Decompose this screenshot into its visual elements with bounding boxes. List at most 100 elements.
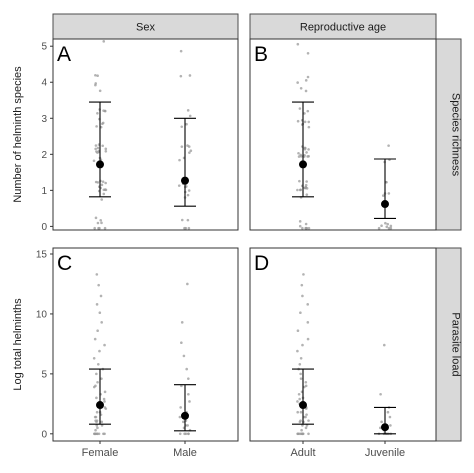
mean-point <box>299 160 307 169</box>
data-point <box>96 362 100 366</box>
data-point <box>305 180 308 183</box>
panel-frame <box>249 38 437 231</box>
data-point <box>296 188 299 192</box>
data-point <box>187 145 191 148</box>
data-point <box>304 79 308 82</box>
y-tick-label: 2 <box>41 150 47 161</box>
data-point <box>94 147 97 151</box>
y-tick-label: 1 <box>41 186 47 197</box>
data-point <box>178 158 181 162</box>
data-point <box>104 147 108 151</box>
data-point <box>100 183 104 187</box>
data-point <box>98 89 102 93</box>
x-tick-label: Female <box>82 447 119 459</box>
data-point <box>387 144 390 147</box>
data-point <box>304 226 307 230</box>
y-tick-label: 5 <box>41 369 47 380</box>
data-point <box>94 83 97 87</box>
data-point <box>100 420 104 424</box>
data-point <box>307 226 311 230</box>
data-point <box>301 343 304 347</box>
data-point <box>186 218 190 222</box>
mean-point <box>381 200 389 209</box>
data-point <box>301 294 304 298</box>
data-point <box>389 226 393 230</box>
data-point <box>300 283 304 287</box>
data-point <box>306 337 310 341</box>
data-point <box>101 180 105 183</box>
data-point <box>92 159 96 163</box>
panel-letter: C <box>57 252 72 275</box>
data-point <box>94 216 98 220</box>
data-point <box>102 40 106 43</box>
data-point <box>303 147 307 151</box>
y-axis-title: Log total helminths <box>12 298 24 391</box>
data-point <box>386 410 390 414</box>
panel-letter: D <box>254 252 269 275</box>
column-strip <box>249 13 437 40</box>
data-point <box>95 150 98 153</box>
data-point <box>307 125 311 129</box>
data-point <box>102 109 105 112</box>
data-point <box>304 89 308 93</box>
data-point <box>100 221 103 225</box>
data-point <box>188 151 191 154</box>
data-point <box>299 86 303 90</box>
row-strip-label: Parasite load <box>450 312 462 376</box>
mean-point <box>96 160 104 169</box>
data-point <box>103 343 106 347</box>
data-point <box>100 321 103 324</box>
data-point <box>180 145 184 148</box>
panel-frame <box>249 247 437 442</box>
data-point <box>298 220 302 223</box>
data-point <box>299 153 302 157</box>
data-point <box>306 155 309 158</box>
panel-frame <box>52 38 239 231</box>
data-point <box>102 397 106 401</box>
data-point <box>187 226 191 230</box>
data-point <box>186 193 190 197</box>
data-point <box>306 109 310 113</box>
data-point <box>389 424 392 427</box>
data-point <box>189 149 193 153</box>
mean-point <box>381 423 389 432</box>
data-point <box>95 303 99 306</box>
data-point <box>297 151 300 155</box>
data-point <box>96 221 100 225</box>
data-point <box>381 194 385 197</box>
data-point <box>186 282 189 286</box>
data-point <box>379 426 382 430</box>
data-point <box>382 343 386 347</box>
data-point <box>188 74 192 77</box>
data-point <box>96 426 99 430</box>
data-point <box>297 392 301 396</box>
data-point <box>98 349 101 353</box>
data-point <box>179 406 182 409</box>
data-point <box>103 226 107 230</box>
data-point <box>96 111 99 115</box>
data-point <box>187 432 190 436</box>
data-point <box>94 384 97 388</box>
data-point <box>296 329 300 333</box>
data-point <box>104 150 108 153</box>
data-point <box>296 42 300 46</box>
data-point <box>177 184 181 187</box>
row-strip-label: Species richness <box>450 93 462 177</box>
data-point <box>387 192 391 195</box>
y-tick-label: 15 <box>36 249 48 260</box>
data-point <box>104 181 107 185</box>
data-point <box>180 218 184 222</box>
data-point <box>385 225 389 229</box>
data-point <box>299 372 302 376</box>
data-point <box>304 415 307 419</box>
column-strip-label: Reproductive age <box>300 22 386 34</box>
data-point <box>96 146 100 150</box>
y-tick-label: 0 <box>41 222 47 233</box>
data-point <box>305 413 308 416</box>
data-point <box>299 377 303 380</box>
data-point <box>99 218 102 222</box>
data-point <box>380 420 383 424</box>
data-point <box>178 415 182 419</box>
data-point <box>187 189 191 192</box>
data-point <box>180 125 184 129</box>
